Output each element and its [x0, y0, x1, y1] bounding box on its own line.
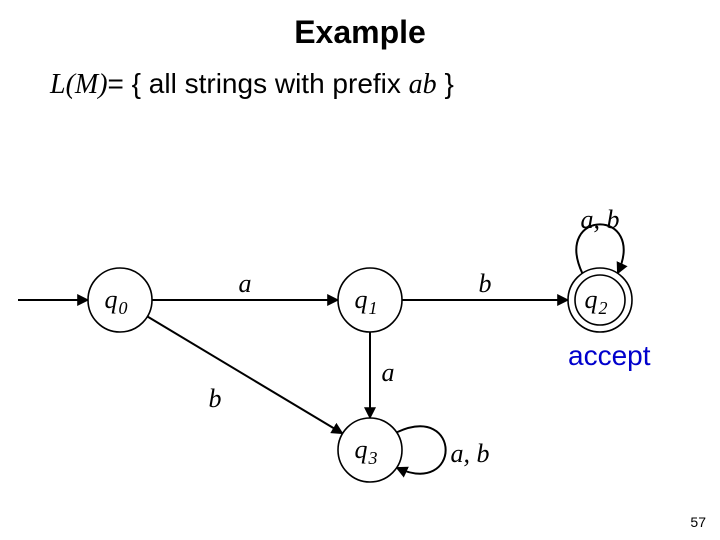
- accept-label: accept: [568, 340, 651, 372]
- edge-label-q1-q2: b: [479, 269, 492, 298]
- self-loop-q3: [397, 426, 446, 473]
- edge-label-q1-q3: a: [382, 358, 395, 387]
- edge-label-q0-q3: b: [209, 384, 222, 413]
- dfa-diagram: abbaa, ba, bq0q1q2q3: [0, 0, 720, 540]
- page-number: 57: [690, 514, 706, 530]
- edge-q0-q3: [147, 316, 342, 433]
- edge-label-q0-q1: a: [239, 269, 252, 298]
- self-loop-label-q3: a, b: [451, 439, 490, 468]
- self-loop-label-q2: a, b: [581, 205, 620, 234]
